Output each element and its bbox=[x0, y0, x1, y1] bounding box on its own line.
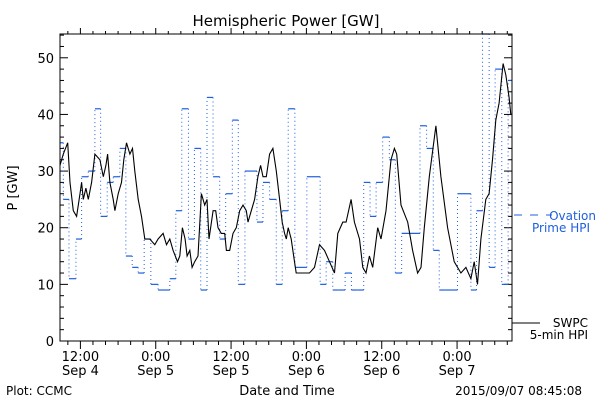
x-tick-label-date: Sep 5 bbox=[137, 364, 174, 379]
y-tick-label: 10 bbox=[37, 278, 54, 293]
chart-title: Hemispheric Power [GW] bbox=[193, 12, 380, 30]
y-tick-label: 20 bbox=[37, 222, 54, 237]
legend-swpc-line1: SWPC bbox=[553, 316, 588, 330]
y-axis-label: P [GW] bbox=[6, 165, 21, 210]
x-tick-label-date: Sep 4 bbox=[62, 364, 99, 379]
legend-ovation-line1: Ovation bbox=[549, 209, 596, 223]
x-tick-label-time: 12:00 bbox=[212, 350, 249, 365]
plot-frame bbox=[59, 33, 513, 342]
x-tick-label-time: 12:00 bbox=[62, 350, 99, 365]
legend-swpc-line2: 5-min HPI bbox=[530, 328, 588, 342]
footer-credit: Plot: CCMC bbox=[6, 384, 72, 398]
x-tick-label-time: 12:00 bbox=[363, 350, 400, 365]
x-tick-label-date: Sep 6 bbox=[288, 364, 325, 379]
y-tick-label: 50 bbox=[37, 52, 54, 67]
x-tick-label-time: 0:00 bbox=[442, 350, 471, 365]
y-tick-label: 40 bbox=[37, 108, 54, 123]
x-axis-label: Date and Time bbox=[239, 384, 335, 399]
x-tick-label-date: Sep 6 bbox=[363, 364, 400, 379]
y-tick-label: 30 bbox=[37, 165, 54, 180]
x-tick-label-time: 0:00 bbox=[292, 350, 321, 365]
x-tick-label-time: 0:00 bbox=[141, 350, 170, 365]
y-tick-label: 0 bbox=[46, 335, 54, 350]
swpc-hpi-line bbox=[59, 63, 512, 285]
x-tick-label-date: Sep 5 bbox=[213, 364, 250, 379]
legend-ovation-line2: Prime HPI bbox=[532, 221, 590, 235]
footer-timestamp: 2015/09/07 08:45:08 bbox=[455, 384, 582, 398]
x-tick-label-date: Sep 7 bbox=[439, 364, 476, 379]
